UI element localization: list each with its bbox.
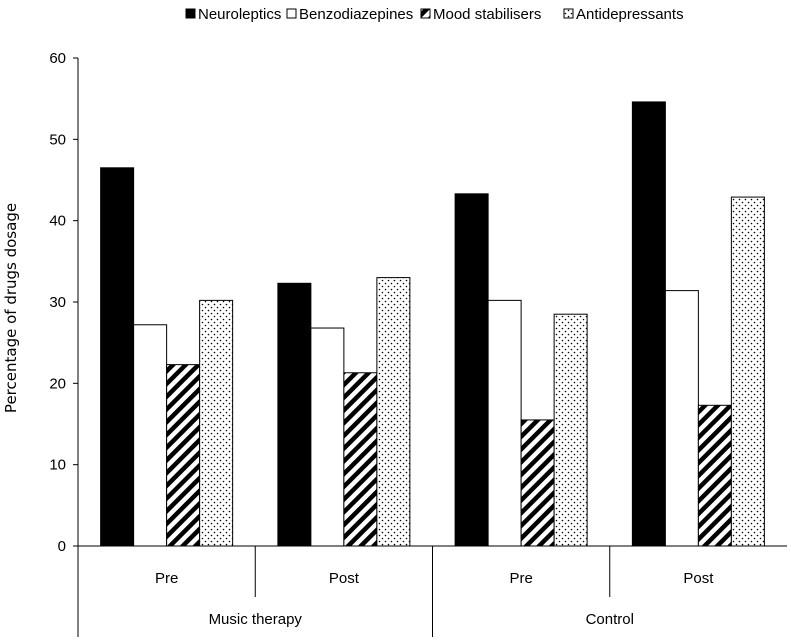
y-tick-label: 60 [49,50,66,67]
x-group-label: Music therapy [209,611,303,628]
bar-benzodiazepines [310,327,345,547]
bar-mood-stabilisers [343,372,378,547]
legend-label: Neuroleptics [198,6,281,23]
y-tick-label: 10 [49,457,66,474]
bar-benzodiazepines [133,324,168,547]
legend-swatch [563,8,574,19]
bar-antidepressants [376,277,411,547]
bar-neuroleptics [454,193,489,547]
bars [100,101,765,547]
bar-mood-stabilisers [697,404,732,547]
bar-mood-stabilisers [166,364,201,547]
bar-benzodiazepines [664,290,699,547]
y-tick-label: 20 [49,375,66,392]
bar-neuroleptics [277,282,312,547]
legend-swatch [185,8,196,19]
legend-swatch [420,8,431,19]
y-axis: 0 10 20 30 40 50 60 [49,50,79,555]
legend: Neuroleptics Benzodiazepines Mood stabilis… [185,6,684,23]
x-category-label: Post [329,570,360,587]
bar-benzodiazepines [487,299,522,547]
y-tick-label: 30 [49,294,66,311]
bar-mood-stabilisers [520,419,555,547]
y-tick-label: 0 [58,538,66,555]
legend-swatch [286,8,297,19]
bar-antidepressants [553,313,588,547]
legend-label: Antidepressants [576,6,684,23]
x-category-label: Pre [509,570,532,587]
y-tick-label: 40 [49,213,66,230]
x-category-label: Post [683,570,714,587]
x-group-label: Control [586,611,634,628]
x-axis: Pre Post Music therapy Pre Post Control [77,545,787,637]
bar-neuroleptics [631,101,666,547]
y-axis-label: Percentage of drugs dosage [2,203,20,413]
bar-antidepressants [199,299,234,547]
x-category-label: Pre [155,570,178,587]
bar-antidepressants [730,196,765,547]
legend-label: Benzodiazepines [299,6,413,23]
bar-neuroleptics [100,167,135,547]
y-tick-label: 50 [49,131,66,148]
legend-label: Mood stabilisers [433,6,541,23]
